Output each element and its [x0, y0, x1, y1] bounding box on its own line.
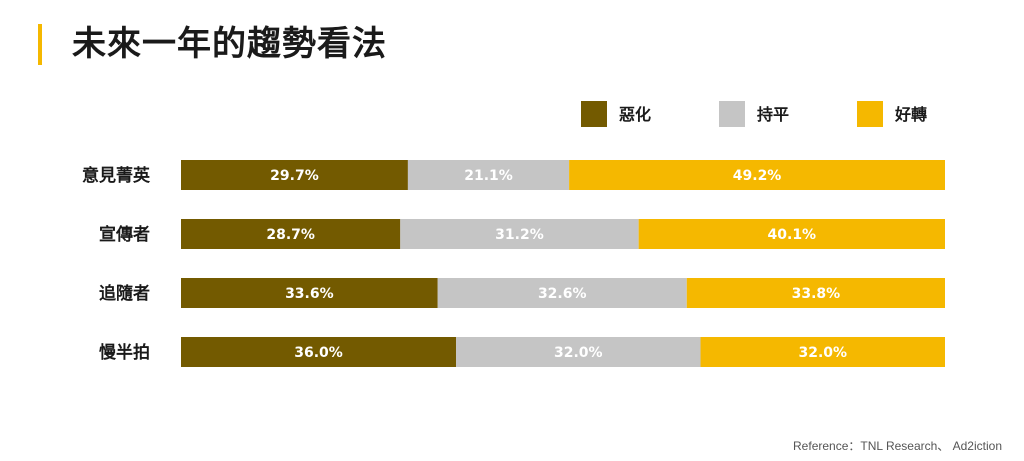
- data-label: 29.7%: [270, 168, 319, 184]
- reference-note: Reference：TNL Research、 Ad2iction: [793, 439, 1002, 453]
- legend-label-2: 持平: [757, 105, 789, 124]
- data-label: 36.0%: [294, 345, 343, 361]
- legend-swatch-3: [857, 101, 883, 127]
- category-label: 意見菁英: [82, 165, 151, 186]
- data-label: 33.8%: [792, 286, 841, 302]
- bar-segment: [456, 337, 701, 367]
- data-label: 28.7%: [266, 227, 315, 243]
- data-label: 33.6%: [285, 286, 334, 302]
- bar-segment: [181, 337, 457, 367]
- bar-segment: [569, 160, 945, 190]
- bar-segment: [181, 219, 401, 249]
- data-label: 31.2%: [495, 227, 544, 243]
- bar-segment: [181, 278, 438, 308]
- legend-swatch-1: [581, 101, 607, 127]
- page-title: 未來一年的趨勢看法: [72, 24, 387, 64]
- data-label: 21.1%: [464, 168, 513, 184]
- data-label: 32.0%: [554, 345, 603, 361]
- legend-label-1: 惡化: [619, 105, 651, 124]
- data-label: 32.6%: [538, 286, 587, 302]
- data-label: 32.0%: [798, 345, 847, 361]
- bar-segment: [638, 219, 945, 249]
- bar-segment: [181, 160, 408, 190]
- data-label: 40.1%: [768, 227, 817, 243]
- category-label: 慢半拍: [99, 342, 150, 363]
- bar-segment: [407, 160, 570, 190]
- data-label: 49.2%: [733, 168, 782, 184]
- legend-label-3: 好轉: [894, 105, 927, 124]
- bar-segment: [686, 278, 945, 308]
- title-accent-bar: [38, 24, 42, 65]
- legend-swatch-2: [719, 101, 745, 127]
- bar-segment: [700, 337, 945, 367]
- bar-segment: [400, 219, 639, 249]
- bar-segment: [437, 278, 687, 308]
- category-label: 追隨者: [99, 283, 150, 304]
- category-label: 宣傳者: [99, 224, 150, 245]
